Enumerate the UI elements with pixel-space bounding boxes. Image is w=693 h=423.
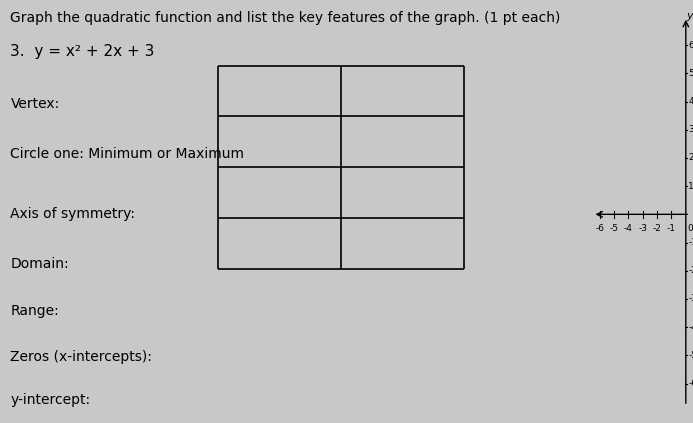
Text: -3: -3 [688, 294, 693, 303]
Text: Vertex:: Vertex: [10, 96, 60, 111]
Text: -5: -5 [688, 351, 693, 360]
Text: Domain:: Domain: [10, 257, 69, 272]
Text: -3: -3 [638, 224, 647, 233]
Text: 5: 5 [688, 69, 693, 78]
Text: -4: -4 [624, 224, 633, 233]
Text: 1: 1 [688, 181, 693, 191]
Text: -2: -2 [653, 224, 662, 233]
Text: Graph the quadratic function and list the key features of the graph. (1 pt each): Graph the quadratic function and list th… [10, 11, 561, 25]
Text: 0: 0 [687, 224, 693, 233]
Text: -2: -2 [688, 266, 693, 275]
Text: -1: -1 [688, 238, 693, 247]
Text: -6: -6 [595, 224, 604, 233]
Text: -4: -4 [688, 323, 693, 332]
Text: y-intercept:: y-intercept: [10, 393, 91, 407]
Text: -5: -5 [610, 224, 619, 233]
Text: 6: 6 [688, 41, 693, 49]
Text: 3.  y = x² + 2x + 3: 3. y = x² + 2x + 3 [10, 44, 155, 59]
Text: -1: -1 [667, 224, 676, 233]
Text: 3: 3 [688, 125, 693, 134]
Text: Circle one: Minimum or Maximum: Circle one: Minimum or Maximum [10, 147, 245, 162]
Text: 4: 4 [688, 97, 693, 106]
Text: Range:: Range: [10, 304, 59, 318]
Text: Axis of symmetry:: Axis of symmetry: [10, 206, 135, 221]
Text: 2: 2 [688, 154, 693, 162]
Text: y: y [687, 11, 693, 21]
Text: Zeros (x-intercepts):: Zeros (x-intercepts): [10, 350, 152, 365]
Text: -6: -6 [688, 379, 693, 388]
